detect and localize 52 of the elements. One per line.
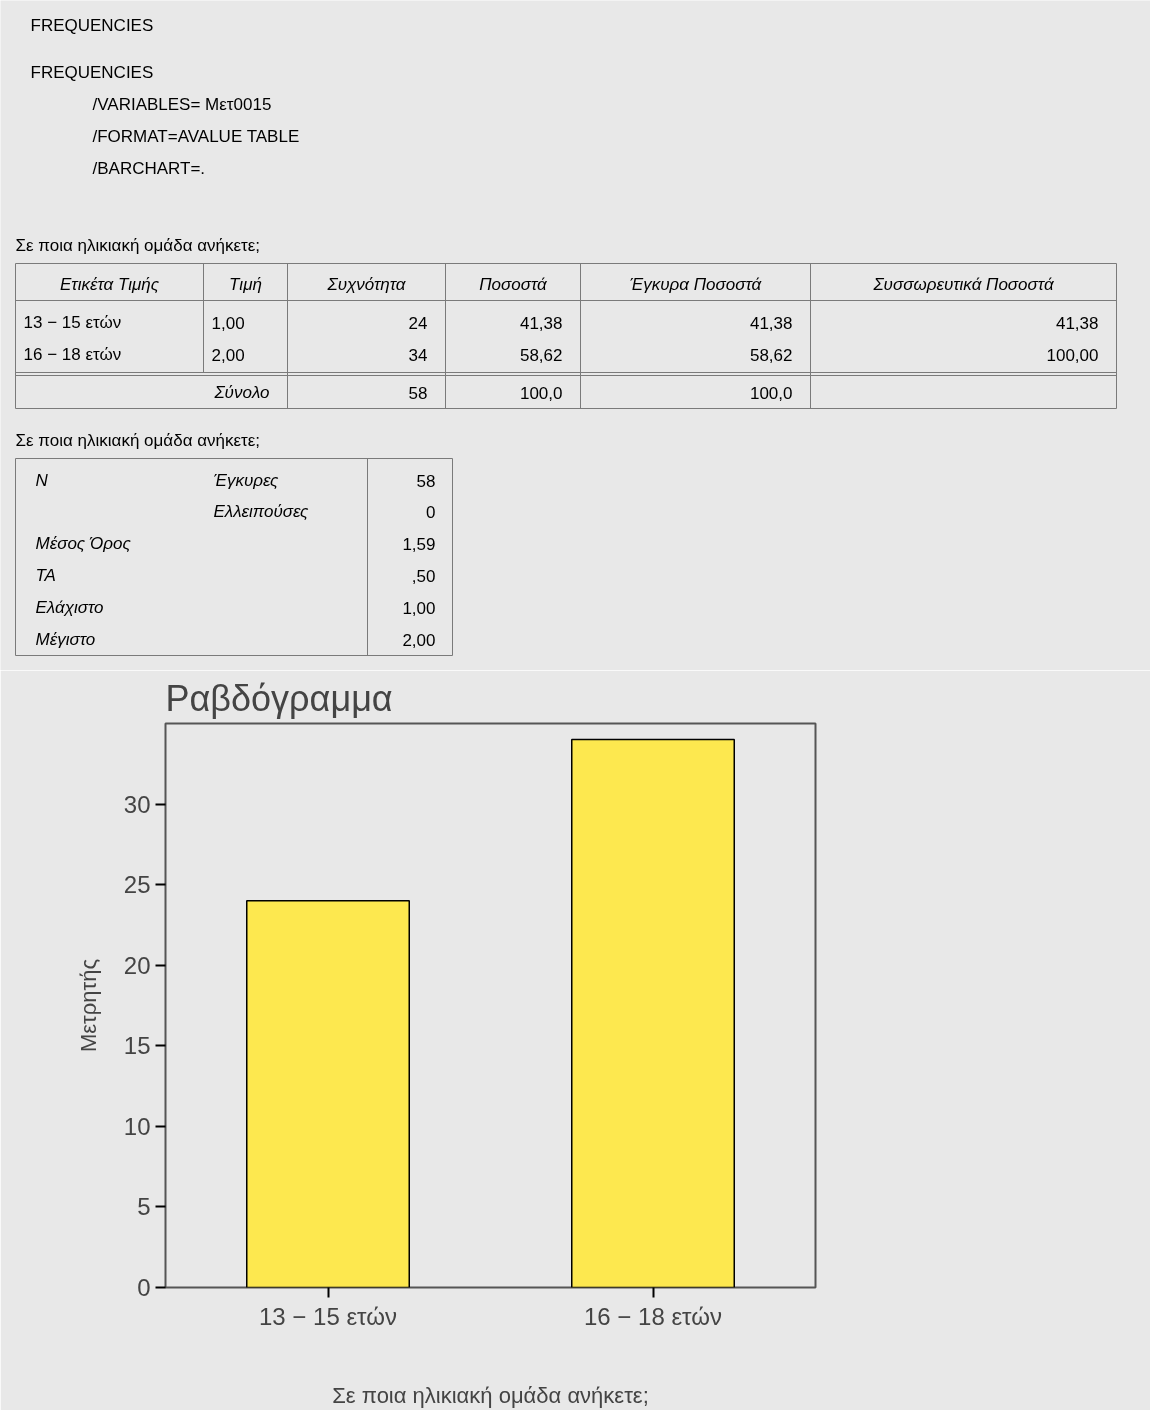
text: ,50	[411, 566, 436, 586]
text: Μέσος Όρος	[35, 534, 132, 553]
text: Σύνολο	[213, 383, 270, 402]
y-axis-title: Μετρητής	[75, 958, 101, 1053]
text: Ποσοστά	[479, 275, 549, 294]
text: 2,00	[211, 345, 245, 365]
text: 100,0	[749, 383, 793, 403]
text: Συσσωρευτικά Ποσοστά	[872, 275, 1055, 294]
text: 2,00	[402, 630, 436, 650]
text: /BARCHART=.	[92, 159, 206, 178]
text: Σε ποια ηλικιακή ομάδα ανήκετε;	[15, 236, 261, 255]
text: Ελλειπούσες	[213, 502, 310, 521]
text: Ετικέτα Τιμής	[59, 275, 160, 294]
text: Σε ποια ηλικιακή ομάδα ανήκετε;	[15, 431, 261, 450]
text: 1,00	[211, 313, 245, 333]
text: Τιμή	[229, 275, 262, 294]
text: /FORMAT=AVALUE TABLE	[92, 127, 300, 146]
text: N	[35, 471, 49, 490]
text: Μέγιστο	[35, 630, 96, 649]
text: 24	[408, 313, 428, 333]
text: 41,38	[749, 313, 793, 333]
text: 100,00	[1046, 345, 1099, 365]
y-tick-label: 10	[123, 1112, 151, 1140]
text: 16 − 18 ετών	[23, 345, 122, 364]
text: Έγκυρα Ποσοστά	[629, 275, 763, 294]
text: 58,62	[749, 345, 793, 365]
text: 34	[408, 345, 428, 365]
text: 58	[408, 383, 428, 403]
chart-title: Ραβδόγραμμα	[165, 677, 393, 719]
text: 1,00	[402, 598, 436, 618]
text: 100,0	[519, 383, 563, 403]
text: 41,38	[1055, 313, 1099, 333]
y-tick-label: 20	[123, 951, 151, 979]
text: Ελάχιστο	[35, 598, 104, 617]
y-tick-label: 30	[123, 790, 151, 818]
text: 58	[416, 471, 436, 491]
text: Συχνότητα	[326, 275, 407, 294]
y-tick-label: 5	[137, 1193, 151, 1221]
text: 13 − 15 ετών	[23, 313, 122, 332]
text: FREQUENCIES	[30, 16, 154, 35]
y-tick-label: 15	[123, 1032, 151, 1060]
text: /VARIABLES= Μετ0015	[92, 95, 272, 114]
text: FREQUENCIES	[30, 63, 154, 82]
y-tick-label: 0	[137, 1274, 151, 1301]
text: ΤΑ	[35, 566, 56, 585]
text: 41,38	[519, 313, 563, 333]
x-axis-title: Σε ποια ηλικιακή ομάδα ανήκετε;	[332, 1382, 649, 1408]
text: 1,59	[402, 534, 436, 554]
text: 58,62	[519, 345, 563, 365]
y-tick-label: 25	[123, 871, 151, 899]
text: 0	[426, 502, 436, 522]
text: Έγκυρες	[213, 471, 279, 490]
